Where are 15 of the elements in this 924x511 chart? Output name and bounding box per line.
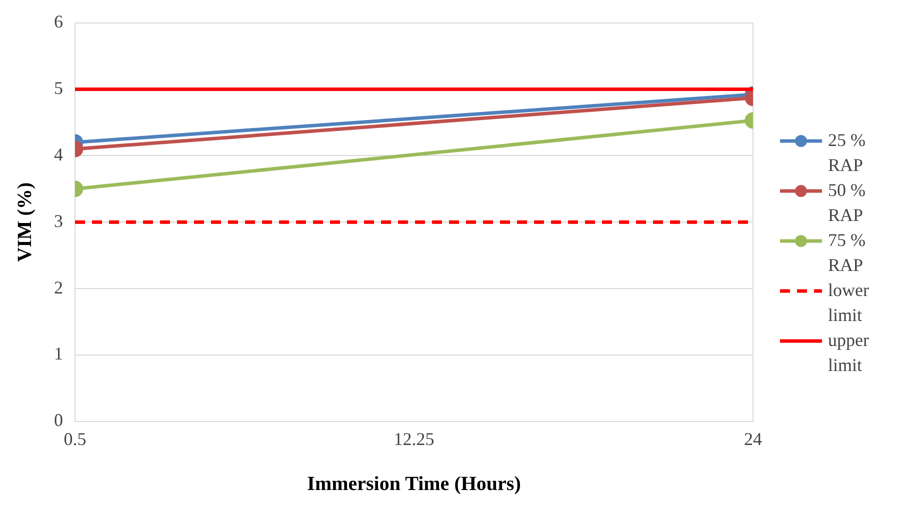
x-axis-title: Immersion Time (Hours)	[307, 473, 521, 496]
y-axis-title: VIM (%)	[14, 182, 36, 262]
y-tick-label: 5	[54, 78, 63, 98]
y-tick-label: 1	[54, 344, 63, 364]
legend-label: 25 % RAP	[828, 129, 866, 177]
y-tick-label: 4	[54, 144, 63, 164]
y-tick-label: 3	[54, 210, 63, 231]
y-tick-label: 6	[54, 12, 63, 32]
legend-label: upper limit	[828, 329, 870, 377]
x-tick-label: 12.25	[394, 428, 434, 449]
x-tick-label: 0.5	[64, 428, 86, 449]
x-tick-label: 24	[744, 428, 762, 449]
y-tick-label: 2	[54, 277, 63, 298]
y-tick-label: 0	[54, 410, 63, 430]
legend-label: 50 % RAP	[828, 179, 866, 227]
